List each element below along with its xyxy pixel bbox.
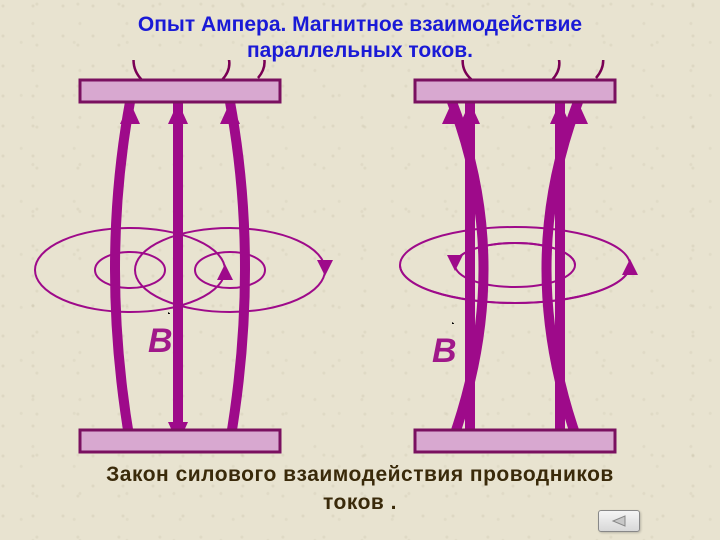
b-left-text: B xyxy=(148,322,173,360)
diagram-svg xyxy=(0,60,720,470)
bottom-line1: Закон силового взаимодействия проводнико… xyxy=(0,461,720,488)
vector-arrow-icon xyxy=(148,312,170,314)
ampere-diagram: B B xyxy=(0,60,720,460)
right-field-loops xyxy=(400,227,630,303)
prev-button[interactable] xyxy=(598,510,640,532)
b-label-right: B xyxy=(432,332,457,371)
bottom-text: Закон силового взаимодействия проводнико… xyxy=(0,461,720,516)
vector-arrow-icon xyxy=(432,322,454,324)
right-arrowheads xyxy=(442,102,588,124)
b-right-text: B xyxy=(432,332,457,370)
page-title: Опыт Ампера. Магнитное взаимодействие па… xyxy=(0,12,720,65)
hanging-wires xyxy=(134,60,604,80)
right-conductors xyxy=(452,102,578,442)
b-label-left: B xyxy=(148,322,173,361)
right-bars xyxy=(415,80,615,452)
title-line1: Опыт Ампера. Магнитное взаимодействие xyxy=(0,12,720,38)
triangle-left-icon xyxy=(611,515,627,527)
